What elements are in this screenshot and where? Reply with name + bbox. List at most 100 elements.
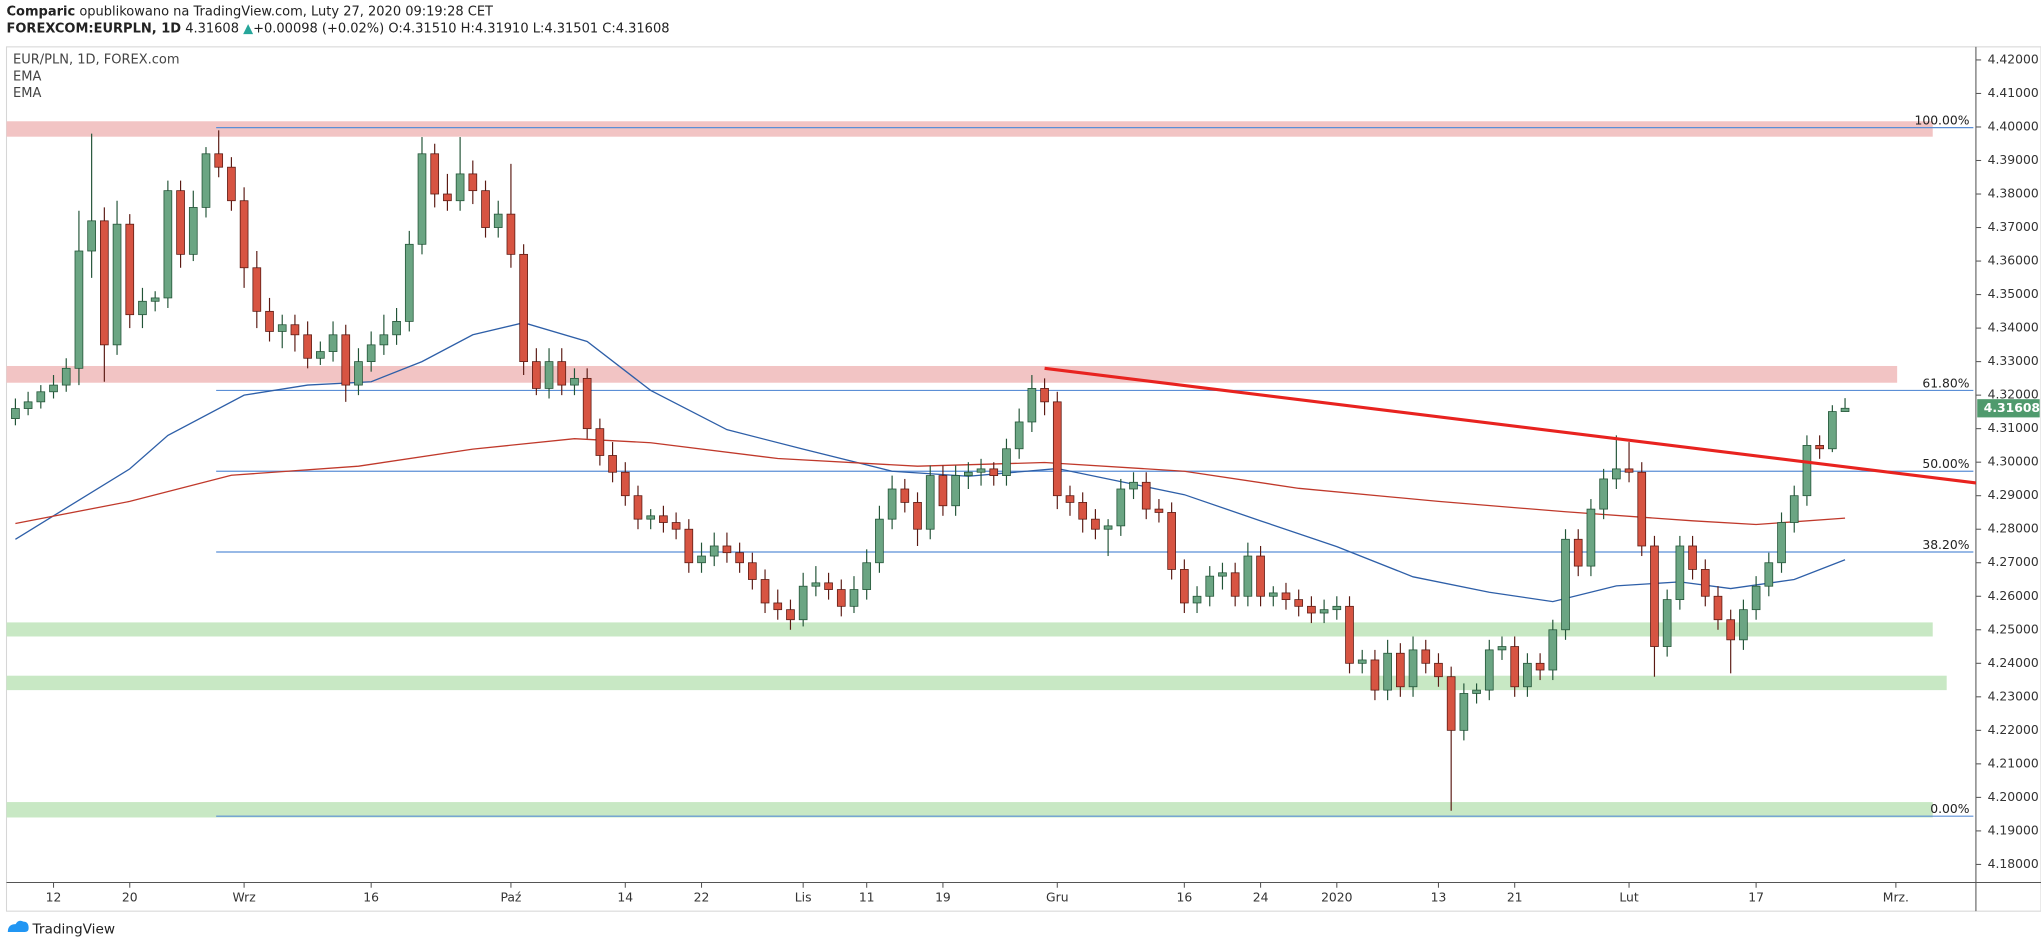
y-tick-label: 4.31000 [1988,421,2039,435]
x-tick-label: 24 [1253,891,1269,905]
fib-label: 100.00% [1914,114,1969,128]
candle-body [1180,569,1189,604]
candle-body [989,468,999,476]
candle-body [1408,649,1418,688]
candle-body [1637,471,1647,547]
candle-body [239,200,249,269]
candle-body [61,367,71,386]
candle-body [1141,481,1151,510]
ema-line [15,438,1846,526]
x-tick-label: 16 [363,891,379,905]
y-tick-label: 4.22000 [1988,723,2039,737]
candle-body [1256,555,1265,597]
candle-body [1789,495,1799,523]
candle-body [506,213,516,255]
candle-body [582,377,592,430]
candle-body [1396,652,1405,688]
candle-body [468,173,478,192]
candle-body [252,267,262,312]
candle-body [1472,689,1481,694]
zone [6,622,1933,637]
y-tick-label: 4.34000 [1988,321,2039,335]
x-tick-label: 19 [935,891,951,905]
y-tick-label: 4.25000 [1988,622,2039,636]
candle-body [1713,595,1723,621]
candle-body [786,609,795,621]
candle-body [36,391,46,403]
candle-body [1510,646,1520,688]
close: C:4.31608 [602,21,669,36]
candle-body [493,213,503,228]
x-tick-label: 21 [1507,891,1523,905]
logo-icon [7,920,29,932]
candle-body [1307,605,1316,614]
candle-body [1751,585,1761,611]
candle-body [1281,592,1291,601]
candle-body [23,401,33,409]
candle-body [875,518,884,564]
candle-body [849,589,859,607]
plot: 100.00% 61.80% 50.00% 38.20% 0.00% [6,114,1977,818]
fib-label: 0.00% [1930,802,1970,816]
candle-body [1726,619,1736,641]
legend-entry: EMA [13,69,41,84]
candle-body [862,562,872,590]
candle-body [1548,629,1558,671]
low: L:4.31501 [533,21,598,36]
candle-body [100,220,109,346]
candle-body [214,153,224,168]
candle-body [722,545,732,554]
candle-body [633,495,643,520]
open: O:4.31510 [388,21,456,36]
candle-body [1129,481,1138,490]
y-tick-label: 4.28000 [1988,522,2039,536]
x-tick-label: Gru [1046,891,1069,905]
candle-body [1027,388,1037,423]
y-tick-label: 4.37000 [1988,220,2039,234]
candle-body [519,253,528,363]
candle-body [1154,508,1164,513]
y-tick-label: 4.29000 [1988,488,2039,502]
zone [6,802,1933,818]
x-tick-label: 16 [1176,891,1192,905]
candle-body [1218,572,1227,577]
author: Comparic [7,4,76,19]
y-tick-label: 4.40000 [1988,119,2039,133]
candle-body [671,522,681,530]
candle-body [620,471,630,497]
x-tick-label: 12 [46,891,62,905]
candle-body [1421,649,1431,664]
candle-body [1802,445,1812,497]
y-tick-label: 4.23000 [1988,689,2039,703]
candle-body [112,223,122,346]
zone [6,121,1933,137]
candle-body [227,166,236,202]
candle-body [760,579,770,604]
candle-body [1815,445,1824,450]
candle-body [811,582,821,587]
candle-body [1535,662,1545,671]
candle-body [1828,411,1837,450]
candle-body [824,582,833,590]
candle-body [1103,525,1113,530]
candle-body [608,455,617,473]
y-tick-label: 4.26000 [1988,589,2039,603]
candle-body [697,555,706,564]
candle-body [1294,599,1304,607]
x-tick-label: Wrz [232,891,255,905]
candle-body [74,250,84,369]
candle-body [443,193,452,202]
candle-body [163,190,173,299]
candle-body [150,297,160,302]
candle-body [354,361,363,386]
candle-body [1332,605,1342,611]
y-tick-label: 4.41000 [1988,86,2039,100]
candle-body [709,545,719,557]
candle-body [481,190,490,228]
candle-body [1268,592,1278,597]
candle-body [379,334,389,346]
trendline [1044,366,1977,485]
fib-label: 50.00% [1922,457,1969,471]
y-tick-label: 4.38000 [1988,187,2039,201]
